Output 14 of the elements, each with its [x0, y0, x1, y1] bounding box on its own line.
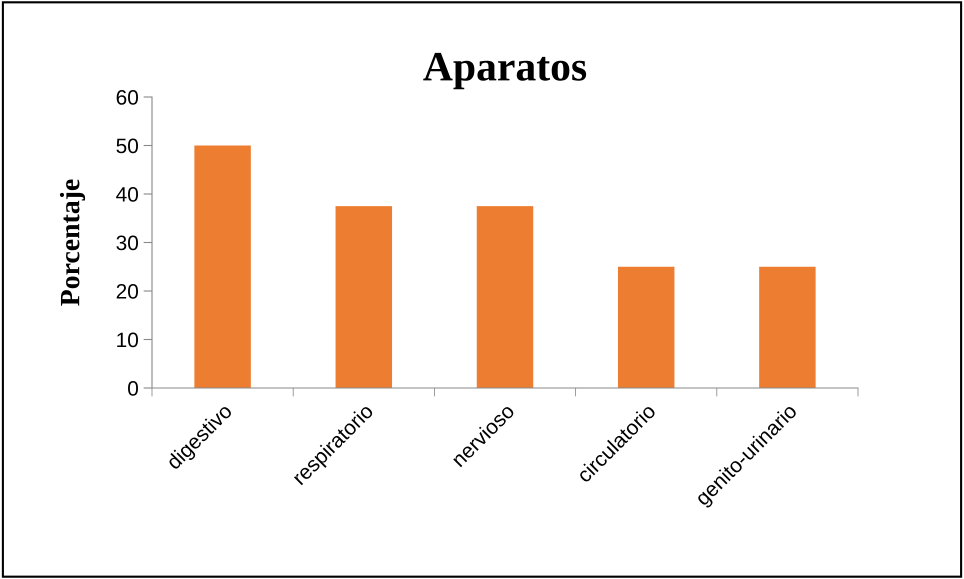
- y-tick-label: 0: [128, 381, 138, 396]
- y-tick-label: 40: [116, 187, 138, 202]
- bar: [618, 266, 674, 388]
- bar: [336, 206, 392, 388]
- y-tick-label: 10: [117, 332, 138, 348]
- bar: [476, 206, 534, 388]
- chart-title: Aparatos: [423, 52, 586, 90]
- y-tick-label: 20: [116, 284, 138, 299]
- bar: [759, 266, 816, 388]
- bar: [194, 146, 251, 388]
- y-tick-label: 50: [116, 138, 138, 154]
- y-tick-label: 30: [116, 236, 138, 250]
- y-axis-title: Porcentaje: [60, 179, 86, 306]
- y-tick-label: 60: [116, 90, 138, 105]
